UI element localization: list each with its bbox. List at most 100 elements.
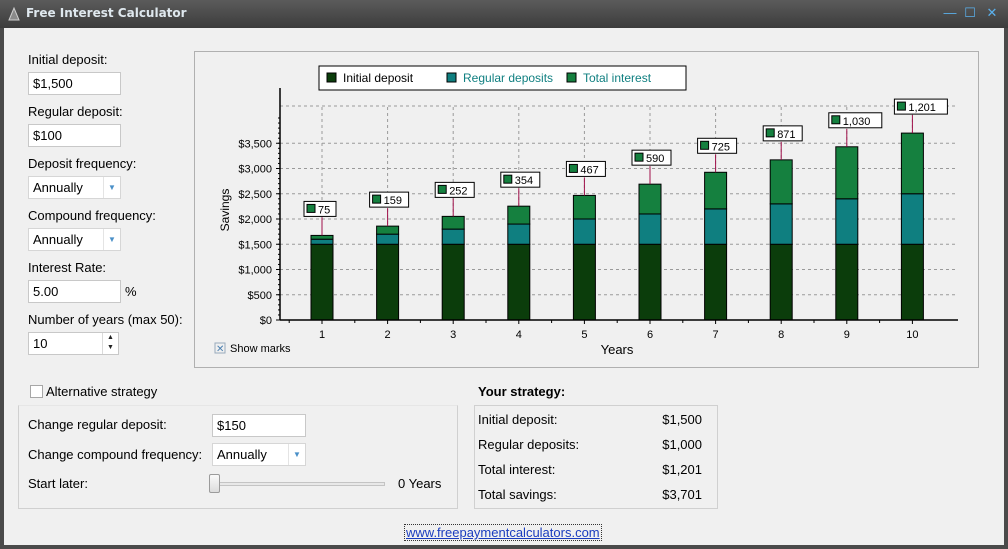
bar-segment[interactable] [572, 194, 596, 220]
change-regular-deposit-label: Change regular deposit: [28, 417, 167, 432]
compound-frequency-value: Annually [33, 232, 83, 247]
x-tick-label: 4 [516, 329, 522, 341]
legend-entry: Regular deposits [463, 71, 553, 85]
initial-deposit-input[interactable]: $1,500 [28, 72, 121, 95]
data-mark-swatch [568, 163, 578, 173]
alternative-strategy-panel [18, 405, 458, 509]
legend-entry: Total interest [583, 71, 652, 85]
y-tick-label: $1,000 [238, 265, 272, 277]
data-label: 467 [580, 164, 598, 176]
bar-segment[interactable] [769, 203, 793, 245]
bar-segment[interactable] [310, 243, 334, 321]
compound-frequency-select[interactable]: Annually ▼ [28, 228, 121, 251]
strategy-row-value: $1,201 [662, 462, 702, 477]
years-value: 10 [33, 336, 48, 351]
bar-segment[interactable] [310, 238, 334, 245]
deposit-frequency-value: Annually [33, 180, 83, 195]
bar-segment[interactable] [572, 218, 596, 245]
bar-segment[interactable] [900, 243, 924, 321]
data-label: 252 [449, 185, 467, 197]
bar-segment[interactable] [835, 198, 859, 245]
bar-segment[interactable] [835, 243, 859, 321]
data-mark-swatch [634, 152, 644, 162]
checkmark-icon[interactable]: ✕ [216, 344, 224, 355]
bar-segment[interactable] [704, 171, 728, 210]
start-later-slider-track[interactable] [210, 482, 385, 486]
spin-down-icon[interactable]: ▼ [107, 344, 114, 351]
bar-segment[interactable] [441, 228, 465, 245]
x-axis-label: Years [601, 342, 634, 357]
strategy-panel [474, 405, 718, 509]
bar-segment[interactable] [704, 208, 728, 245]
x-tick-label: 8 [778, 329, 784, 341]
percent-unit: % [125, 284, 137, 299]
data-label: 1,201 [908, 102, 936, 114]
alternative-strategy-checkbox[interactable] [30, 385, 43, 398]
compound-frequency-label: Compound frequency: [28, 208, 156, 223]
data-mark-swatch [503, 174, 513, 184]
bar-segment[interactable] [769, 243, 793, 321]
deposit-frequency-select[interactable]: Annually ▼ [28, 176, 121, 199]
change-regular-deposit-input[interactable]: $150 [212, 414, 306, 437]
x-tick-label: 9 [844, 329, 850, 341]
bar-segment[interactable] [572, 243, 596, 321]
bar-segment[interactable] [376, 243, 400, 321]
legend-box [318, 65, 687, 91]
data-label: 725 [712, 141, 730, 153]
data-label: 1,030 [843, 116, 871, 128]
chevron-down-icon[interactable]: ▼ [103, 177, 120, 198]
bar-segment[interactable] [507, 223, 531, 245]
legend-swatch [446, 72, 457, 83]
bar-segment[interactable] [900, 132, 924, 195]
x-tick-label: 10 [906, 329, 918, 341]
bar-segment[interactable] [704, 243, 728, 321]
legend-swatch [566, 72, 577, 83]
bar-segment[interactable] [835, 146, 859, 200]
website-link[interactable]: www.freepaymentcalculators.com [404, 524, 602, 541]
legend-entry: Initial deposit [343, 71, 414, 85]
years-spin-buttons[interactable]: ▲ ▼ [102, 333, 118, 354]
bar-segment[interactable] [376, 233, 400, 245]
y-tick-label: $3,000 [238, 164, 272, 176]
data-mark-swatch [765, 128, 775, 138]
calculator-app-icon [8, 6, 20, 21]
interest-rate-input[interactable]: 5.00 [28, 280, 121, 303]
close-button[interactable]: ✕ [986, 5, 998, 20]
bar-segment[interactable] [507, 205, 531, 225]
y-tick-label: $2,000 [238, 214, 272, 226]
show-marks-checkbox[interactable] [214, 342, 226, 354]
change-compound-select[interactable]: Annually ▼ [212, 443, 306, 466]
strategy-row-value: $1,000 [662, 437, 702, 452]
alternative-strategy-label: Alternative strategy [46, 384, 158, 399]
change-compound-label: Change compound frequency: [28, 447, 203, 462]
data-mark-swatch [306, 203, 316, 213]
chevron-down-icon[interactable]: ▼ [288, 444, 305, 465]
bar-segment[interactable] [638, 213, 662, 245]
title-bar[interactable]: Free Interest Calculator — ☐ ✕ [0, 0, 1008, 28]
bar-segment[interactable] [376, 225, 400, 235]
spin-up-icon[interactable]: ▲ [107, 334, 114, 341]
bar-segment[interactable] [769, 159, 793, 205]
minimize-button[interactable]: — [943, 5, 957, 20]
bar-segment[interactable] [310, 234, 334, 240]
years-stepper[interactable]: 10 ▲ ▼ [28, 332, 119, 355]
regular-deposit-input[interactable]: $100 [28, 124, 121, 147]
strategy-title: Your strategy: [478, 384, 566, 399]
start-later-slider-thumb[interactable] [209, 474, 220, 493]
strategy-row-label: Initial deposit: [478, 412, 558, 427]
bar-segment[interactable] [441, 215, 465, 230]
x-tick-label: 5 [581, 329, 587, 341]
chevron-down-icon[interactable]: ▼ [103, 229, 120, 250]
deposit-frequency-label: Deposit frequency: [28, 156, 137, 171]
bar-segment[interactable] [638, 183, 662, 215]
bar-segment[interactable] [441, 243, 465, 321]
data-mark-swatch [372, 194, 382, 204]
x-tick-label: 3 [450, 329, 456, 341]
data-label: 590 [646, 153, 664, 165]
maximize-button[interactable]: ☐ [964, 5, 976, 20]
bar-segment[interactable] [900, 193, 924, 245]
bar-segment[interactable] [507, 243, 531, 321]
regular-deposit-label: Regular deposit: [28, 104, 123, 119]
bar-segment[interactable] [638, 243, 662, 321]
